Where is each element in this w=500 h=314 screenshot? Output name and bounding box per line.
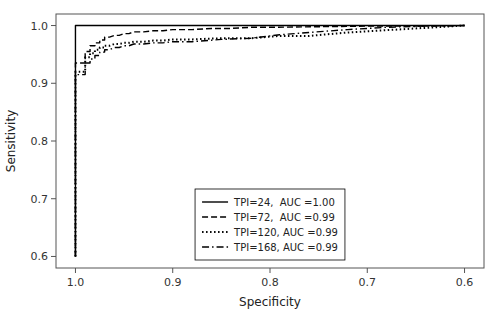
- x-tick: [367, 268, 368, 273]
- legend-label: TPI=72, AUC =0.99: [233, 212, 335, 223]
- y-tick-label: 1.0: [31, 20, 49, 33]
- x-tick: [75, 268, 76, 273]
- series-line: [75, 26, 464, 257]
- series-line: [75, 26, 464, 257]
- y-tick-label: 0.8: [31, 135, 49, 148]
- x-tick: [464, 268, 465, 273]
- x-tick: [270, 268, 271, 273]
- y-tick: [51, 198, 56, 199]
- y-tick: [51, 25, 56, 26]
- legend-label: TPI=120, AUC =0.99: [233, 227, 338, 238]
- y-tick-label: 0.7: [31, 193, 49, 206]
- legend-swatch: [202, 201, 228, 202]
- x-tick-label: 0.6: [456, 276, 474, 289]
- y-tick: [51, 141, 56, 142]
- x-tick-label: 1.0: [67, 276, 85, 289]
- y-tick: [51, 83, 56, 84]
- series-line: [75, 26, 464, 257]
- x-axis-label: Specificity: [239, 295, 301, 309]
- y-tick-label: 0.6: [31, 250, 49, 263]
- y-tick-label: 0.9: [31, 77, 49, 90]
- x-tick-label: 0.9: [164, 276, 182, 289]
- legend-swatch: [202, 216, 228, 217]
- y-tick: [51, 256, 56, 257]
- series-line: [75, 26, 464, 257]
- lines: [75, 26, 464, 257]
- x-tick-label: 0.7: [359, 276, 377, 289]
- x-tick: [172, 268, 173, 273]
- legend-box: [195, 189, 345, 260]
- chart: 1.0 0.9 0.8 0.7 0.6 0.6 0.7 0.8 0.9 1.0 Specificit…: [0, 0, 500, 314]
- legend-label: TPI=168, AUC =0.99: [233, 242, 338, 253]
- legend-swatch: [202, 231, 228, 233]
- legend: TPI=24, AUC =1.00 TPI=72, AUC =0.99 TPI=12…: [195, 189, 345, 260]
- x-tick-label: 0.8: [261, 276, 279, 289]
- legend-swatch: [202, 246, 228, 247]
- plot-frame: [56, 14, 484, 268]
- legend-label: TPI=24, AUC =1.00: [233, 197, 335, 208]
- y-axis-label: Sensitivity: [4, 110, 18, 172]
